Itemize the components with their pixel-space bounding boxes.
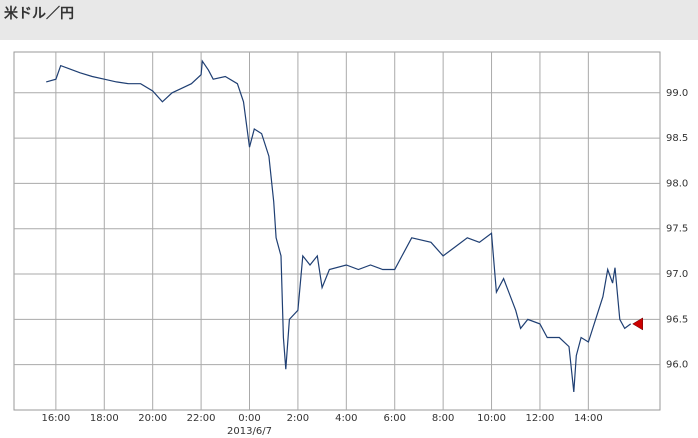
header: 米ドル／円	[0, 0, 698, 40]
price-line	[46, 59, 632, 392]
x-tick-label: 2:00	[287, 413, 309, 424]
x-annotation: 2013/6/7	[227, 426, 272, 437]
plot-area	[13, 51, 661, 411]
y-tick-label: 97.0	[666, 269, 688, 280]
x-tick-label: 8:00	[432, 413, 454, 424]
x-tick-label: 22:00	[187, 413, 216, 424]
y-tick-label: 96.0	[666, 360, 688, 371]
x-tick-label: 0:00	[238, 413, 260, 424]
y-tick-label: 97.5	[666, 224, 688, 235]
x-tick-label: 12:00	[526, 413, 555, 424]
x-tick-label: 18:00	[90, 413, 119, 424]
y-tick-label: 98.5	[666, 133, 688, 144]
y-tick-label: 99.0	[666, 88, 688, 99]
y-tick-label: 96.5	[666, 314, 688, 325]
x-tick-label: 20:00	[138, 413, 167, 424]
x-tick-label: 4:00	[335, 413, 357, 424]
x-tick-label: 14:00	[574, 413, 603, 424]
x-tick-label: 6:00	[383, 413, 405, 424]
x-tick-label: 16:00	[41, 413, 70, 424]
last-price-marker	[632, 317, 643, 331]
x-tick-label: 10:00	[477, 413, 506, 424]
chart-title: 米ドル／円	[4, 6, 74, 22]
y-tick-label: 98.0	[666, 178, 688, 189]
